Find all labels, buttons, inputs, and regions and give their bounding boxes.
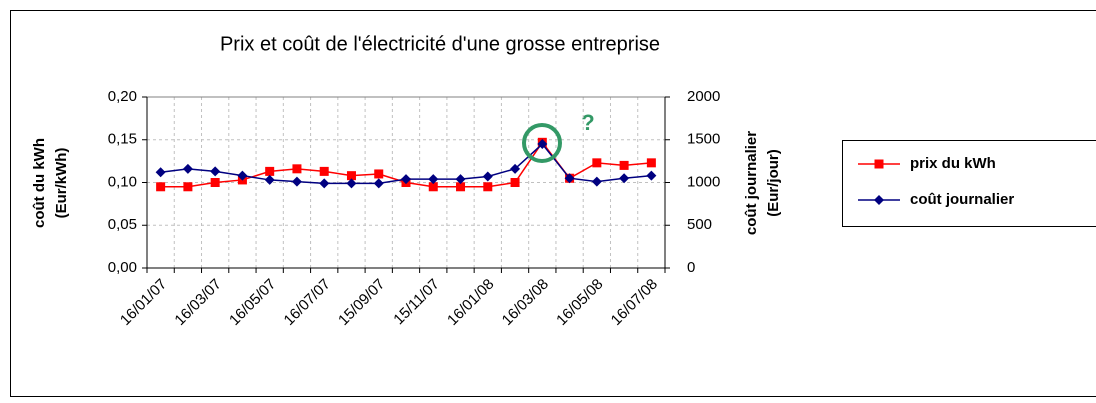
y-axis-label: (Eur/kWh)	[53, 148, 70, 219]
point-marker	[210, 166, 221, 177]
highlight-circle	[522, 123, 562, 163]
point-marker	[646, 158, 656, 168]
point-marker	[237, 170, 248, 181]
point-marker	[346, 171, 356, 181]
point-marker	[483, 182, 493, 192]
y2-tick-label: 1000	[687, 173, 720, 190]
point-marker	[619, 173, 630, 184]
point-marker	[564, 173, 575, 184]
point-marker	[874, 195, 884, 205]
y2-tick-label: 500	[687, 216, 712, 233]
point-marker	[591, 176, 602, 187]
point-marker	[510, 178, 520, 187]
legend-label: coût journalier	[910, 191, 1014, 208]
y-tick-label: 0,10	[108, 173, 137, 190]
y2-axis-label: (Eur/jour)	[765, 149, 782, 217]
y2-axis-label: coût journalier	[743, 131, 760, 235]
point-marker	[156, 182, 166, 192]
point-marker	[210, 178, 220, 187]
point-marker	[346, 178, 357, 189]
point-marker	[265, 166, 275, 176]
point-marker	[401, 174, 411, 185]
point-marker	[182, 163, 193, 174]
point-marker	[428, 182, 438, 192]
point-marker	[319, 166, 329, 176]
point-marker	[874, 159, 884, 169]
y-tick-label: 0,00	[108, 259, 137, 276]
y2-tick-label: 0	[687, 259, 695, 276]
point-marker	[646, 170, 657, 181]
point-marker	[456, 182, 466, 192]
point-marker	[155, 167, 166, 178]
point-marker	[482, 171, 493, 182]
legend-label: prix du kWh	[910, 155, 996, 172]
point-marker	[374, 169, 384, 179]
chart-title: Prix et coût de l'électricité d'une gros…	[220, 33, 660, 55]
point-marker	[319, 178, 330, 189]
point-marker	[373, 178, 384, 189]
point-marker	[428, 174, 439, 185]
annotation: ?	[581, 110, 594, 135]
point-marker	[455, 174, 466, 185]
point-marker	[592, 158, 602, 168]
point-marker	[264, 174, 275, 185]
y-tick-label: 0,20	[108, 88, 137, 105]
point-marker	[510, 163, 521, 174]
y2-tick-label: 2000	[687, 88, 720, 105]
point-marker	[291, 176, 302, 187]
legend-box	[842, 140, 1096, 227]
point-marker	[183, 182, 193, 192]
y2-tick-label: 1500	[687, 131, 720, 148]
point-marker	[537, 139, 548, 150]
point-marker	[292, 164, 302, 174]
y-axis-label: coût du kWh	[31, 138, 48, 228]
y-tick-label: 0,05	[108, 216, 137, 233]
point-marker	[619, 160, 629, 170]
y-tick-label: 0,15	[108, 131, 137, 148]
